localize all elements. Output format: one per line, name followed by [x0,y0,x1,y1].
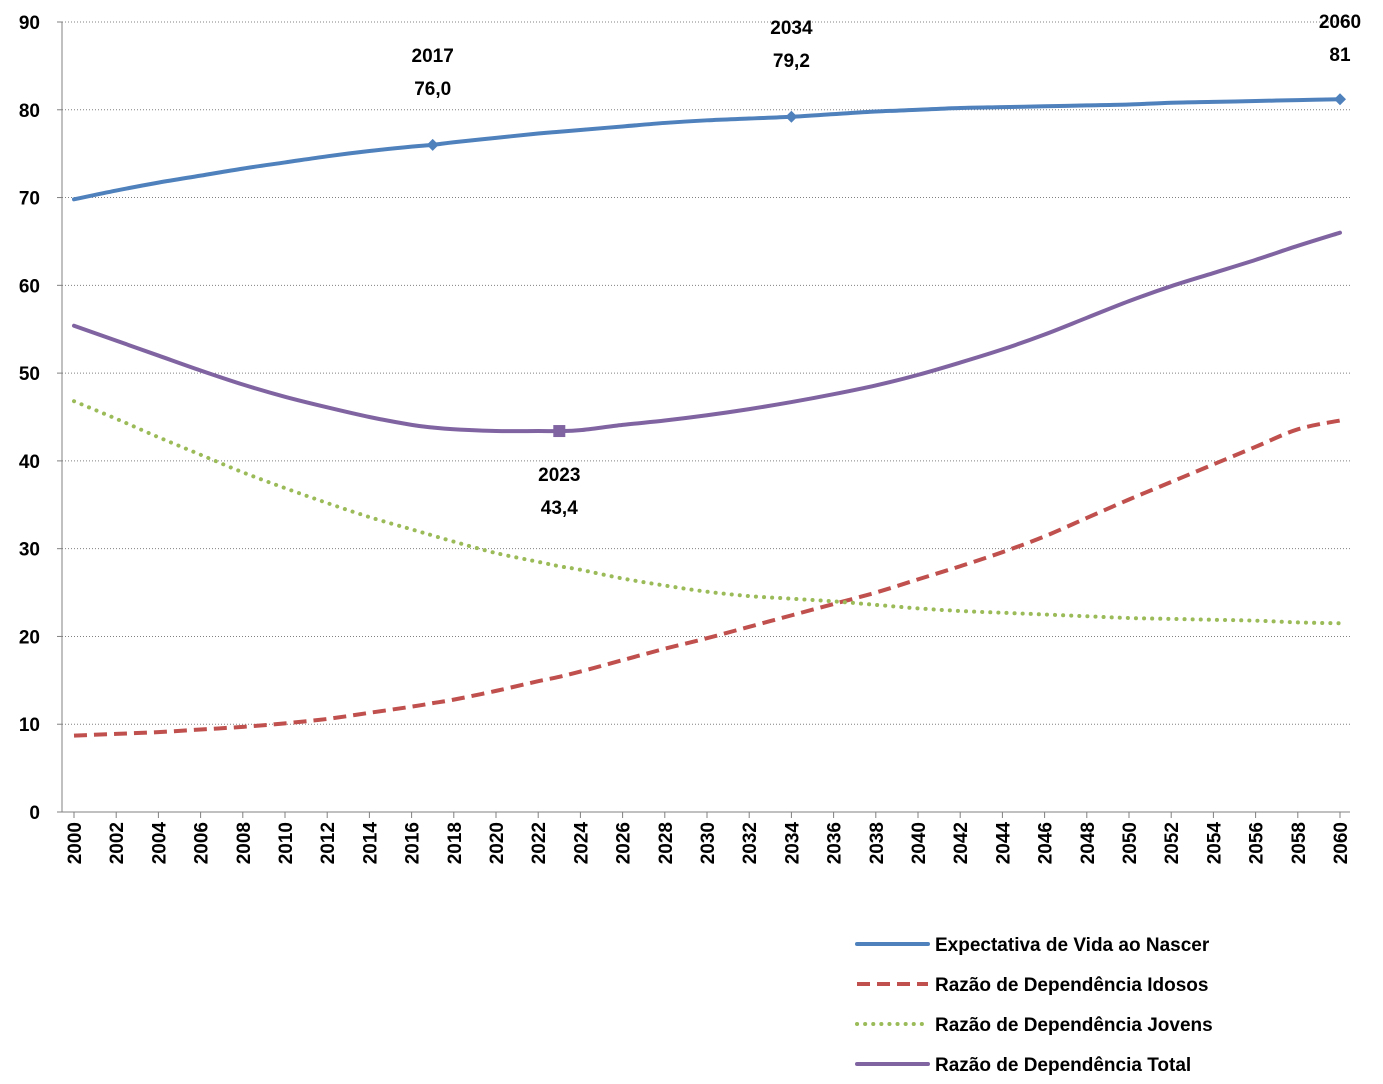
xtick-label-2030: 2030 [698,822,719,864]
legend-label-2: Razão de Dependência Jovens [935,1015,1213,1036]
ytick-label-10: 10 [19,715,40,736]
xtick-label-2048: 2048 [1078,822,1099,864]
annotation-value-2023: 43,4 [541,498,578,519]
annotation-value-2017: 76,0 [414,79,451,100]
ytick-label-20: 20 [19,627,40,648]
ytick-label-40: 40 [19,452,40,473]
legend-label-0: Expectativa de Vida ao Nascer [935,935,1210,956]
series-line-0 [72,97,1342,202]
ytick-label-30: 30 [19,540,40,561]
xtick-label-2020: 2020 [487,822,508,864]
xtick-label-2006: 2006 [192,822,213,864]
ytick-label-90: 90 [19,13,40,34]
series-line-1 [73,418,1341,738]
xtick-label-2032: 2032 [740,822,761,864]
marker-diamond-2034 [785,110,798,123]
ytick-label-70: 70 [19,189,40,210]
xtick-label-2000: 2000 [65,822,86,864]
marker-diamond-2060 [1334,93,1346,106]
xtick-label-2002: 2002 [107,822,128,864]
xtick-label-2008: 2008 [234,822,255,864]
ytick-label-50: 50 [19,364,40,385]
xtick-label-2040: 2040 [909,822,930,864]
annotation-year-2023: 2023 [538,465,580,486]
xtick-label-2052: 2052 [1162,822,1183,864]
xtick-label-2014: 2014 [360,822,381,865]
xtick-label-2012: 2012 [318,822,339,864]
annotation-year-2060: 2060 [1319,12,1361,33]
xtick-label-2026: 2026 [614,822,635,864]
annotation-value-2034: 79,2 [773,51,810,72]
marker-square-2023 [553,425,566,438]
xtick-label-2038: 2038 [867,822,888,864]
annotation-markers [426,93,1346,438]
xtick-label-2050: 2050 [1120,822,1141,864]
annotation-value-2060: 81 [1329,45,1351,66]
xtick-label-2054: 2054 [1204,822,1225,865]
series-line-2 [72,399,1342,626]
xtick-label-2034: 2034 [782,822,803,865]
marker-diamond-2017 [426,138,439,151]
series-lines [72,97,1342,738]
gridlines [62,21,1350,725]
legend-label-1: Razão de Dependência Idosos [935,975,1208,996]
xtick-label-2042: 2042 [951,822,972,864]
legend-label-3: Razão de Dependência Total [935,1055,1191,1076]
xtick-label-2058: 2058 [1289,822,1310,864]
xtick-label-2018: 2018 [445,822,466,864]
xtick-label-2060: 2060 [1331,822,1352,864]
annotation-labels: 2017 76,0 2034 79,2 2060 81 2023 43,4 [412,12,1362,519]
xtick-label-2046: 2046 [1036,822,1057,864]
ytick-label-0: 0 [29,803,40,824]
annotation-year-2017: 2017 [412,46,454,67]
ytick-label-60: 60 [19,276,40,297]
xtick-label-2022: 2022 [529,822,550,864]
ytick-label-80: 80 [19,101,40,122]
xtick-label-2010: 2010 [276,822,297,864]
legend: Expectativa de Vida ao Nascer Razão de De… [855,935,1213,1076]
series-line-3 [72,230,1342,434]
xtick-label-2004: 2004 [149,822,170,865]
xtick-label-2028: 2028 [656,822,677,864]
xtick-label-2044: 2044 [993,822,1014,865]
annotation-year-2034: 2034 [770,18,813,39]
xtick-label-2024: 2024 [571,822,592,865]
xtick-label-2016: 2016 [403,822,424,864]
xtick-label-2036: 2036 [825,822,846,864]
xtick-label-2056: 2056 [1247,822,1268,864]
